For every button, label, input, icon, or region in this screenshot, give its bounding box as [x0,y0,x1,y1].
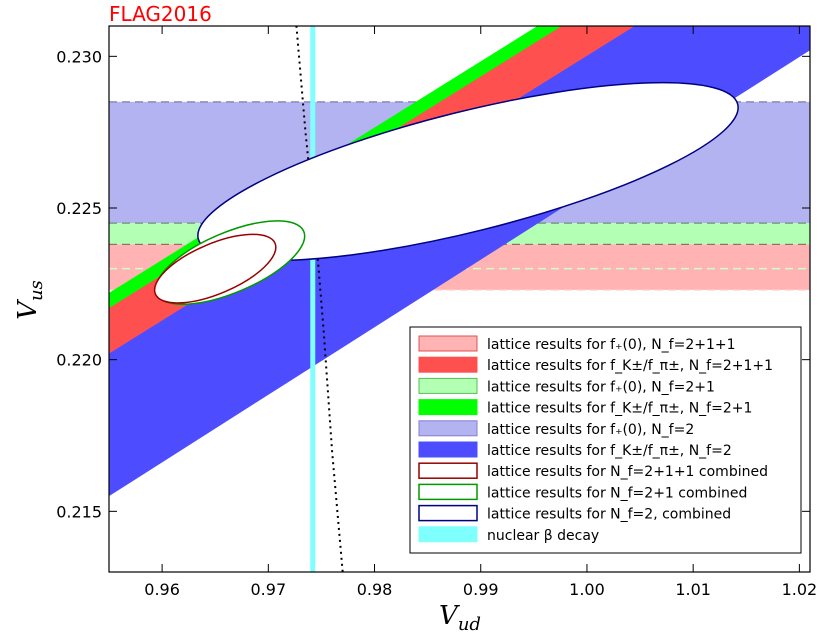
combined-ellipse-0 [197,81,739,262]
legend-label-2: lattice results for f₊(0), N_f=2+1 [487,379,715,395]
x-tick-label-2: 0.98 [357,580,393,599]
y-tick-label-1: 0.220 [56,351,102,370]
x-tick-label-4: 1.00 [569,580,605,599]
legend-label-9: nuclear β decay [487,528,599,544]
x-tick-label-6: 1.02 [782,580,818,599]
legend-swatch-6 [418,462,478,479]
legend-label-6: lattice results for N_f=2+1+1 combined [487,464,768,480]
legend-swatch-7 [418,483,478,501]
legend-swatch-2 [418,377,478,394]
x-tick-label-3: 0.99 [463,580,499,599]
plot-frame [108,25,811,573]
x-tick-label-1: 0.97 [251,580,287,599]
plot-area [109,26,810,572]
legend-swatch-4 [418,420,478,437]
legend-label-4: lattice results for f₊(0), N_f=2 [487,422,694,438]
y-tick-label-2: 0.225 [56,199,102,218]
x-tick-label-0: 0.96 [144,580,180,599]
legend-swatch-0 [418,335,478,352]
legend-label-5: lattice results for f_K±/f_π±, N_f=2 [487,443,732,459]
legend-label-3: lattice results for f_K±/f_π±, N_f=2+1 [487,401,752,417]
flag-watermark: FLAG2016 [109,2,212,26]
legend-label-8: lattice results for N_f=2, combined [487,507,731,523]
legend-swatch-3 [418,399,478,416]
legend-label-0: lattice results for f₊(0), N_f=2+1+1 [487,337,736,353]
y-axis-title: Vus [13,280,47,320]
y-tick-label-3: 0.230 [56,47,102,66]
legend: lattice results for f₊(0), N_f=2+1+1latt… [409,326,802,554]
axes: 0.96 0.97 0.98 0.99 1.00 1.01 1.02 0.215 0.220 0.… [56,26,817,599]
legend-label-7: lattice results for N_f=2+1 combined [487,485,747,501]
y-tick-label-0: 0.215 [56,502,102,521]
legend-swatch-9 [418,526,478,543]
nuclear-beta-decay-band [310,26,316,572]
x-axis-title: Vud [439,601,481,634]
legend-swatch-1 [418,356,478,373]
legend-label-1: lattice results for f_K±/f_π±, N_f=2+1+1 [487,358,773,374]
unitarity-curve [295,26,344,572]
legend-swatch-5 [418,441,478,458]
legend-swatch-8 [418,504,478,522]
combined-ellipse-2 [153,233,277,304]
x-tick-label-5: 1.01 [675,580,711,599]
